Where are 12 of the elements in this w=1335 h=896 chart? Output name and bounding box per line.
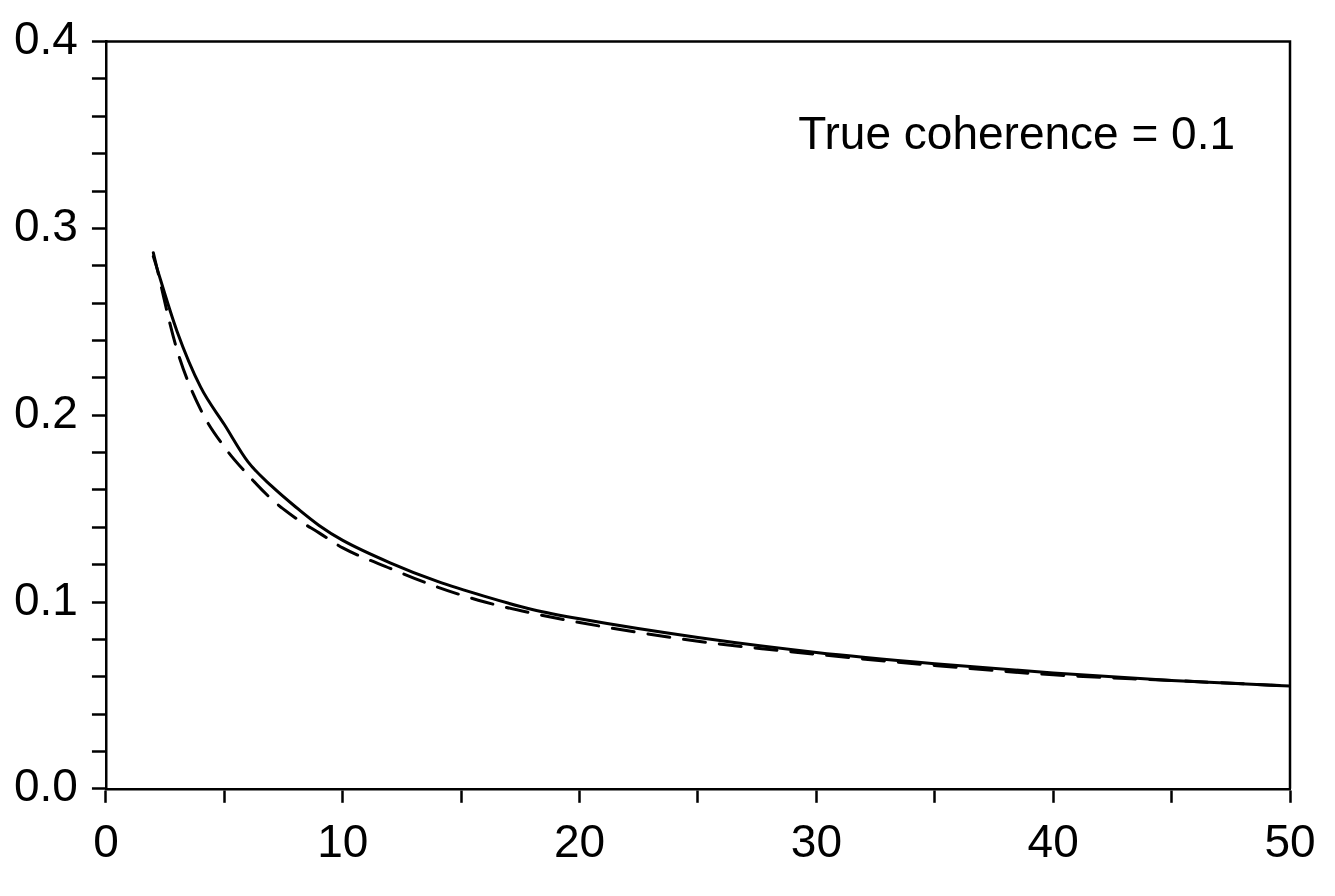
y-tick-label: 0.1	[13, 572, 78, 625]
y-tick-label: 0.4	[13, 12, 78, 65]
y-tick-label: 0.0	[13, 759, 78, 812]
annotation: True coherence = 0.1	[798, 107, 1235, 160]
x-tick-label: 0	[93, 815, 119, 868]
x-tick-label: 10	[317, 815, 369, 868]
y-tick-label: 0.3	[13, 199, 78, 252]
y-tick-label: 0.2	[13, 385, 78, 438]
x-tick-label: 30	[790, 815, 842, 868]
x-tick-label: 50	[1264, 815, 1316, 868]
x-tick-label: 40	[1027, 815, 1079, 868]
x-tick-label: 20	[553, 815, 606, 868]
